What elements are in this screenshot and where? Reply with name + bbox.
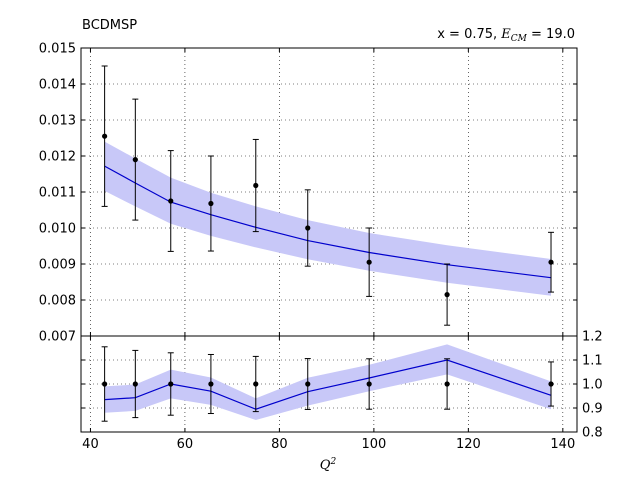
ratio-y-tick-label: 1.1 xyxy=(582,354,603,369)
x-tick-label: 60 xyxy=(177,437,194,452)
x-tick-label: 140 xyxy=(550,437,575,452)
ratio-uncertainty-band xyxy=(104,344,551,420)
y-tick-label: 0.010 xyxy=(39,222,76,237)
x-axis-superscript: 2 xyxy=(329,457,336,467)
main-data-point xyxy=(168,198,174,204)
y-tick-label: 0.015 xyxy=(39,42,76,57)
x-axis-symbol: Q xyxy=(320,458,331,473)
y-tick-label: 0.011 xyxy=(39,186,76,201)
ratio-data-point xyxy=(548,381,554,387)
annotation-suffix: = 19.0 xyxy=(527,27,575,42)
annotation-prefix: x = 0.75, xyxy=(437,27,501,42)
x-tick-label: 80 xyxy=(271,437,288,452)
ratio-data-point xyxy=(253,381,259,387)
ratio-data-point xyxy=(132,381,138,387)
ratio-data-point xyxy=(168,381,174,387)
y-tick-label: 0.013 xyxy=(39,114,76,129)
ratio-ticks: 40 60 80 100 120 140 0.8 0.9 1.0 1.1 1.2 xyxy=(81,330,603,452)
main-data-point xyxy=(366,259,372,265)
main-data-point xyxy=(305,225,311,231)
ratio-data-point xyxy=(366,381,372,387)
main-data-point xyxy=(208,200,214,207)
ratio-theory-band xyxy=(104,344,551,420)
main-data-point xyxy=(444,292,450,298)
annotation-subscript: CM xyxy=(511,34,528,44)
ratio-y-tick-label: 1.0 xyxy=(582,378,603,393)
ratio-data-points xyxy=(101,346,555,422)
ratio-y-tick-label: 0.8 xyxy=(582,426,603,441)
annotation-symbol: E xyxy=(500,27,511,42)
main-data-points xyxy=(101,65,555,326)
main-data-point xyxy=(548,259,554,265)
main-theory-band xyxy=(104,141,551,296)
main-data-point xyxy=(102,133,108,139)
main-ticks: 0.007 0.008 0.009 0.010 0.011 0.012 0.013 0.014… xyxy=(39,42,577,345)
y-tick-label: 0.009 xyxy=(39,258,76,273)
chart-annotation: x = 0.75, ECM = 19.0 xyxy=(437,27,575,44)
ratio-y-tick-label: 0.9 xyxy=(582,402,603,417)
ratio-data-point xyxy=(444,381,450,387)
y-tick-label: 0.007 xyxy=(39,330,76,345)
ratio-data-point xyxy=(102,381,108,387)
ratio-data-point xyxy=(208,381,214,387)
y-tick-label: 0.014 xyxy=(39,78,76,93)
x-tick-label: 100 xyxy=(361,437,386,452)
main-data-point xyxy=(132,157,138,163)
y-tick-label: 0.008 xyxy=(39,294,76,309)
main-data-point xyxy=(253,182,259,189)
main-uncertainty-band xyxy=(104,141,551,296)
ratio-data-point xyxy=(305,381,311,387)
ratio-y-tick-label: 1.2 xyxy=(582,330,603,345)
x-axis-label: Q2 xyxy=(320,457,337,473)
chart-title: BCDMSP xyxy=(82,18,137,33)
y-tick-label: 0.012 xyxy=(39,150,76,165)
x-tick-label: 120 xyxy=(456,437,481,452)
x-tick-label: 40 xyxy=(82,437,99,452)
